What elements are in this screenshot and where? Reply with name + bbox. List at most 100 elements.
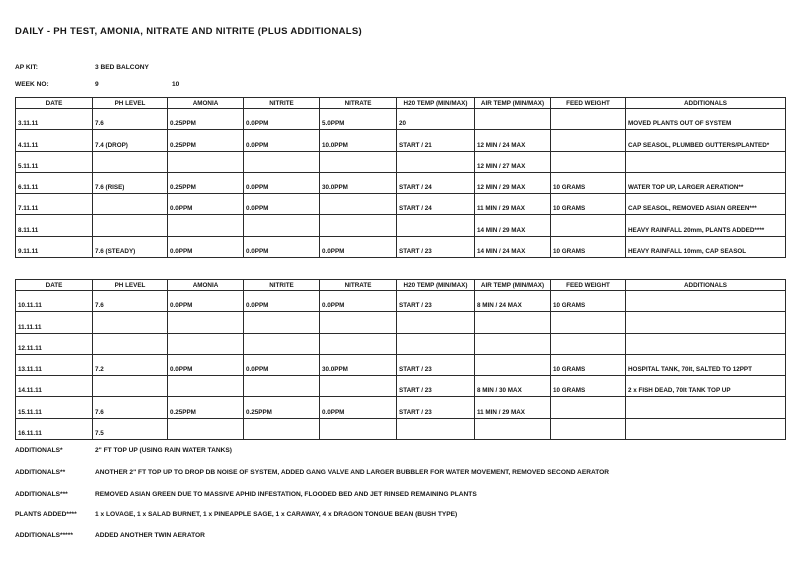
table-cell <box>92 375 168 398</box>
table-cell: 0.0PPM <box>243 129 320 152</box>
table-cell: START / 23 <box>396 353 475 377</box>
table-cell <box>243 332 320 355</box>
table-cell: 3.11.11 <box>15 107 93 131</box>
table-cell: 14 MIN / 29 MAX <box>474 214 551 237</box>
table-cell <box>474 311 551 334</box>
table-cell: START / 24 <box>396 171 475 195</box>
table-cell <box>625 311 786 334</box>
table-cell: START / 23 <box>396 375 475 398</box>
footnote-label: ADDITIONALS* <box>15 447 63 454</box>
table-cell: START / 23 <box>396 235 475 259</box>
column-header: PH LEVEL <box>92 279 168 291</box>
table-cell: 7.11.11 <box>15 193 93 216</box>
footnote-text: ADDED ANOTHER TWIN AERATOR <box>95 532 205 539</box>
table-cell: 8.11.11 <box>15 214 93 237</box>
table-cell <box>92 332 168 355</box>
column-header: NITRITE <box>243 97 320 109</box>
table-cell: 0.25PPM <box>167 129 244 152</box>
table-cell <box>396 150 475 173</box>
table-cell: 0.0PPM <box>167 353 244 377</box>
table-cell: 0.0PPM <box>243 289 320 313</box>
footnote-text: ANOTHER 2" FT TOP UP TO DROP DB NOISE OF… <box>95 469 610 476</box>
ap-kit-value: 3 BED BALCONY <box>95 64 149 71</box>
log-table-week-10: DATE PH LEVEL AMONIA NITRITE NITRATE H20 TEMP… <box>15 279 786 441</box>
table-cell <box>550 107 626 131</box>
footnote-label: PLANTS ADDED**** <box>15 511 77 518</box>
table-cell <box>167 214 244 237</box>
footnote-text: 1 x LOVAGE, 1 x SALAD BURNET, 1 x PINEAP… <box>95 511 458 518</box>
table-cell: 6.11.11 <box>15 171 93 195</box>
table-cell <box>474 107 551 131</box>
table-cell <box>550 332 626 355</box>
table-cell <box>243 214 320 237</box>
footnote-label: ADDITIONALS*** <box>15 491 68 498</box>
table-cell: 0.0PPM <box>243 235 320 259</box>
footnote-additionals-3: ADDITIONALS*** REMOVED ASIAN GREEN DUE T… <box>0 491 800 501</box>
footnote-additionals-1: ADDITIONALS* 2" FT TOP UP (USING RAIN WA… <box>0 447 800 457</box>
table-row: 3.11.11 7.6 0.25PPM 0.0PPM 5.0PPM 20 MOVED PLA… <box>15 107 786 131</box>
table-cell: 7.4 (DROP) <box>92 129 168 152</box>
table-cell <box>167 150 244 173</box>
table-cell: 5.11.11 <box>15 150 93 173</box>
table-row: 11.11.11 <box>15 311 786 334</box>
table-cell: 12 MIN / 24 MAX <box>474 129 551 152</box>
column-header: AIR TEMP (MIN/MAX) <box>474 97 551 109</box>
table-row: 6.11.11 7.6 (RISE) 0.25PPM 0.0PPM 30.0PPM STA… <box>15 171 786 195</box>
column-header: NITRATE <box>319 97 397 109</box>
table-cell: 8 MIN / 30 MAX <box>474 375 551 398</box>
table-cell: START / 23 <box>396 289 475 313</box>
table-cell <box>625 150 786 173</box>
table-cell: 7.6 <box>92 289 168 313</box>
table-row: 8.11.11 14 MIN / 29 MAX HEAVY RAINFALL 20m… <box>15 214 786 237</box>
table-cell <box>243 417 320 441</box>
table-row: 7.11.11 0.0PPM 0.0PPM START / 24 11 MIN / 29… <box>15 193 786 216</box>
table-cell: 9.11.11 <box>15 235 93 259</box>
table-cell: 7.6 <box>92 107 168 131</box>
table-row: 16.11.11 7.5 <box>15 417 786 441</box>
footnote-text: 2" FT TOP UP (USING RAIN WATER TANKS) <box>95 447 232 454</box>
table-cell: 8 MIN / 24 MAX <box>474 289 551 313</box>
table-cell <box>474 332 551 355</box>
footnote-text: REMOVED ASIAN GREEN DUE TO MASSIVE APHID… <box>95 491 477 498</box>
footnote-label: ADDITIONALS***** <box>15 532 73 539</box>
table-row: 15.11.11 7.6 0.25PPM 0.25PPM 0.0PPM START / 2… <box>15 396 786 419</box>
footnote-plants-added: PLANTS ADDED**** 1 x LOVAGE, 1 x SALAD B… <box>0 511 800 521</box>
table-cell <box>319 150 397 173</box>
week-number-1: 9 <box>95 81 99 88</box>
column-header: ADDITIONALS <box>625 97 786 109</box>
table-cell: 10 GRAMS <box>550 353 626 377</box>
table-row: 13.11.11 7.2 0.0PPM 0.0PPM 30.0PPM START / 23… <box>15 353 786 377</box>
footnote-label: ADDITIONALS** <box>15 469 66 476</box>
table-cell <box>625 332 786 355</box>
table-cell: 7.5 <box>92 417 168 441</box>
table-cell: WATER TOP UP, LARGER AERATION** <box>625 171 786 195</box>
page-title: DAILY - PH TEST, AMONIA, NITRATE AND NIT… <box>15 26 363 37</box>
table-cell <box>92 193 168 216</box>
table-cell <box>625 289 786 313</box>
table-cell <box>167 417 244 441</box>
footnote-additionals-2: ADDITIONALS** ANOTHER 2" FT TOP UP TO DR… <box>0 469 800 479</box>
table-cell: 0.0PPM <box>243 193 320 216</box>
table-cell: 0.0PPM <box>319 235 397 259</box>
table-cell <box>319 375 397 398</box>
table-cell <box>319 311 397 334</box>
table-cell <box>625 417 786 441</box>
table-cell <box>550 129 626 152</box>
header-row: DATE PH LEVEL AMONIA NITRITE NITRATE H20 TEMP… <box>15 97 786 109</box>
table-cell: 12 MIN / 27 MAX <box>474 150 551 173</box>
table-cell: 10 GRAMS <box>550 375 626 398</box>
footnote-additionals-5: ADDITIONALS***** ADDED ANOTHER TWIN AERA… <box>0 532 800 542</box>
table-cell <box>243 375 320 398</box>
table-cell: 16.11.11 <box>15 417 93 441</box>
table-cell: 0.0PPM <box>167 235 244 259</box>
table-row: 14.11.11 START / 23 8 MIN / 30 MAX 10 GRAMS… <box>15 375 786 398</box>
table-cell: 20 <box>396 107 475 131</box>
table-cell: 0.25PPM <box>167 396 244 419</box>
table-cell: CAP SEASOL, PLUMBED GUTTERS/PLANTED* <box>625 129 786 152</box>
table-cell: 0.0PPM <box>167 193 244 216</box>
column-header: NITRATE <box>319 279 397 291</box>
table-cell: 0.25PPM <box>167 171 244 195</box>
table-cell: 0.25PPM <box>167 107 244 131</box>
table-cell: 0.0PPM <box>319 396 397 419</box>
